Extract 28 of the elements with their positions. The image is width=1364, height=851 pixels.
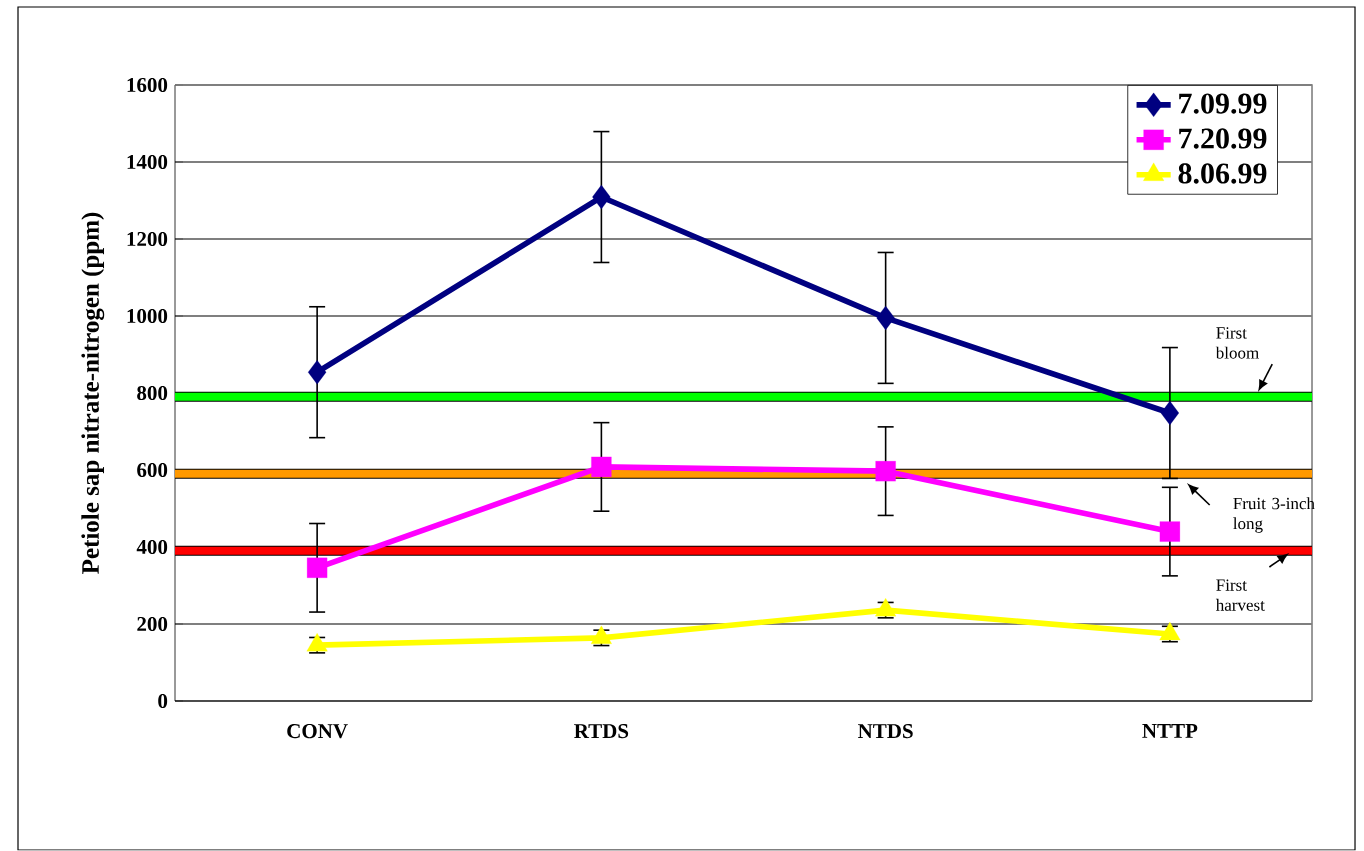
y-tick-label: 1400 [127,155,168,170]
y-tick-label: 0 [158,694,168,709]
x-tick-label: CONV [287,724,348,739]
y-tick-label: 600 [137,463,168,478]
x-tick-label: RTDS [574,724,629,739]
point [1160,401,1180,426]
point [875,461,896,482]
legend-label: 7.20.99 [1179,128,1267,149]
point [876,306,895,331]
legend-label: 7.09.99 [1179,93,1267,114]
ref-line-label: Fruit 3-inch long [1233,497,1315,533]
point [1159,521,1180,542]
point [591,457,612,478]
point [307,557,328,579]
ref-line-label: First bloom [1215,327,1259,359]
legend-label: 8.06.99 [1178,163,1267,184]
y-tick-label: 200 [137,617,168,632]
y-tick-label: 1600 [127,78,168,93]
y-tick-label: 400 [136,540,168,555]
x-tick-label: NTTP [1142,724,1198,739]
y-tick-label: 1000 [127,309,168,324]
ref-line-label: First harvest [1215,579,1265,612]
y-tick-label: 800 [137,386,168,401]
point [308,360,327,385]
x-tick-label: NTDS [858,724,913,739]
point [592,185,611,210]
y-tick-label: 1200 [127,232,168,247]
y-axis-title: Petiole sap nitrate-nitrogen (ppm) [81,212,105,575]
